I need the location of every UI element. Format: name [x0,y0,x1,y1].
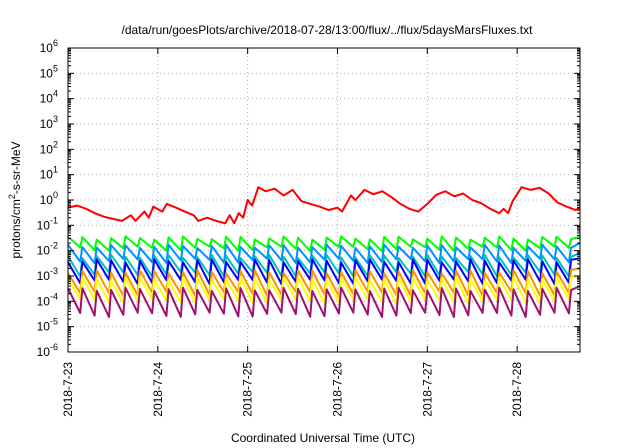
series-line [67,257,581,286]
y-tick-label: 10-2 [37,241,58,258]
x-tick-label: 2018-7-25 [241,362,255,417]
y-tick-label: 10-4 [37,291,58,308]
y-tick-label: 10-5 [37,317,58,334]
series-line [67,235,581,253]
x-axis: 2018-7-23 2018-7-24 2018-7-25 2018-7-26 2018… [61,48,524,417]
series-line [67,242,581,265]
x-tick-label: 2018-7-28 [510,362,524,417]
x-tick-label: 2018-7-27 [420,362,434,417]
y-axis-label-sup: 2 [7,194,17,199]
y-tick-label: 10-6 [37,342,58,359]
y-tick-label: 102 [40,139,58,156]
y-axis-label-pre: protons/cm [9,199,23,258]
y-tick-label: 103 [40,114,58,131]
y-axis-label: protons/cm2-s-sr-MeV [7,141,23,258]
chart-title: /data/run/goesPlots/archive/2018-07-28/1… [122,23,534,37]
x-tick-label: 2018-7-24 [151,362,165,417]
y-tick-label: 10-3 [37,266,58,283]
x-tick-label: 2018-7-26 [330,362,344,417]
y-tick-label: 105 [40,63,58,80]
x-tick-label: 2018-7-23 [61,362,75,417]
series-line [67,285,581,318]
y-axis: 10-6 10-5 10-4 10-3 10-2 10-1 100 101 102 103 104 1… [37,38,580,359]
series-line [67,186,581,225]
y-tick-label: 106 [40,38,58,55]
y-tick-label: 104 [40,89,58,106]
y-tick-label: 100 [40,190,58,207]
series-group [67,186,581,318]
grid [68,48,580,352]
y-tick-label: 101 [40,165,58,182]
x-axis-label: Coordinated Universal Time (UTC) [231,431,415,445]
y-axis-label-post: -s-sr-MeV [9,141,23,194]
y-tick-label: 10-1 [37,215,58,232]
